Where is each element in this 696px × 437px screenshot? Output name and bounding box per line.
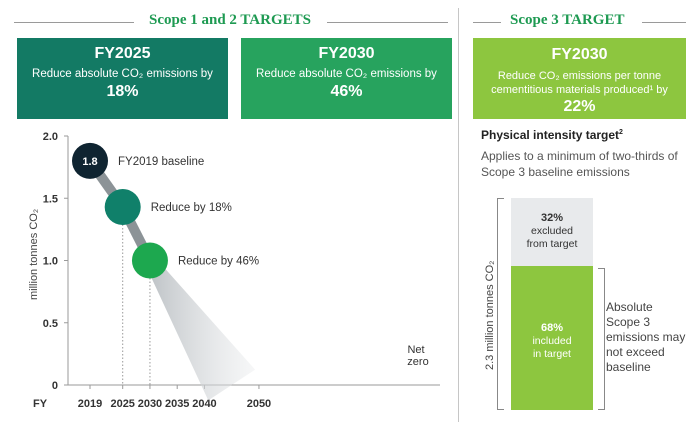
x-tick-label-2: 2030 — [138, 398, 162, 410]
y-tick-label-3: 1.5 — [43, 193, 58, 205]
footnote-2: 2 — [619, 129, 623, 136]
fy2030-desc: Reduce absolute CO₂ emissions by — [256, 68, 437, 80]
x-tick-label-0: 2019 — [78, 398, 102, 410]
fy2025-desc: Reduce absolute CO₂ emissions by — [32, 68, 213, 80]
excluded-label: 32% excluded from target — [511, 212, 593, 251]
emissions-chart: 0 0.5 1.0 1.5 2.0 2019 2025 2030 2035 2040 2050 1… — [33, 131, 440, 410]
excluded-text-2: from target — [526, 238, 578, 250]
scope3-rule-right — [642, 22, 686, 23]
x-axis-label: FY — [33, 398, 48, 410]
scope3-fy2030-card: FY2030 Reduce CO₂ emissions per tonne ce… — [473, 38, 686, 119]
included-bracket — [598, 268, 605, 410]
excluded-segment — [511, 198, 593, 266]
included-text-2: in target — [533, 348, 571, 360]
physical-intensity-target-text: Physical intensity target — [481, 128, 620, 142]
net-zero-label-2: zero — [407, 356, 428, 368]
fy2030-label: FY2030 — [318, 45, 375, 62]
fy2025-card: FY2025 Reduce absolute CO₂ emissions by … — [17, 38, 228, 119]
scope12-title: Scope 1 and 2 TARGETS — [149, 12, 311, 28]
scope12-rule-left — [14, 22, 134, 23]
data-point-2030 — [131, 242, 168, 279]
included-text-1: included — [532, 335, 572, 347]
y-axis-label: million tonnes CO₂ — [28, 208, 40, 300]
annotation-2019: FY2019 baseline — [118, 156, 204, 168]
y-tick-label-2: 1.0 — [43, 256, 58, 268]
x-tick-label-5: 2050 — [247, 398, 271, 410]
section-divider — [458, 8, 459, 422]
fy2025-label: FY2025 — [94, 45, 151, 62]
applies-note: Applies to a minimum of two-thirds of Sc… — [481, 149, 678, 179]
absolute-scope3-note: Absolute Scope 3 emissions may not excee… — [606, 300, 686, 374]
x-tick-label-4: 2040 — [192, 398, 216, 410]
scope3-desc: Reduce CO₂ emissions per tonne cementiti… — [473, 69, 686, 97]
scope3-desc-line1: Reduce CO₂ emissions per tonne — [497, 70, 662, 82]
scope3-fy-label: FY2030 — [551, 46, 608, 63]
y-tick-label-1: 0.5 — [43, 318, 58, 330]
total-bracket — [497, 198, 504, 410]
annotation-2030: Reduce by 46% — [178, 256, 259, 268]
x-tick-label-1: 2025 — [110, 398, 134, 410]
x-tick-label-3: 2035 — [165, 398, 189, 410]
net-zero-label-1: Net — [407, 344, 424, 356]
scope3-title: Scope 3 TARGET — [510, 12, 625, 28]
data-label-2019: 1.8 — [82, 156, 97, 168]
excluded-pct: 32% — [540, 212, 564, 224]
scope12-rule-right — [327, 22, 448, 23]
scope3-desc-line2: cementitious materials produced¹ by — [491, 84, 668, 96]
fy2030-pct: 46% — [330, 83, 363, 100]
reduction-pathway-cone — [144, 257, 256, 401]
data-point-2025 — [104, 188, 141, 225]
data-point-2019 — [72, 142, 108, 179]
included-segment — [511, 266, 593, 410]
fy2025-pct: 18% — [106, 83, 139, 100]
y-tick-label-0: 0 — [52, 380, 58, 392]
scope3-pct: 22% — [563, 98, 596, 115]
annotation-2025: Reduce by 18% — [151, 202, 232, 214]
scope3-rule-left — [473, 22, 501, 23]
included-pct: 68% — [540, 322, 564, 334]
y-tick-label-4: 2.0 — [43, 131, 58, 143]
fy2030-card: FY2030 Reduce absolute CO₂ emissions by … — [241, 38, 452, 119]
excluded-text-1: excluded — [530, 225, 574, 237]
bar-total-label: 2.3 million tonnes CO₂ — [484, 260, 496, 370]
included-label: 68% included in target — [511, 322, 593, 361]
physical-intensity-target: Physical intensity target2 — [481, 128, 686, 142]
